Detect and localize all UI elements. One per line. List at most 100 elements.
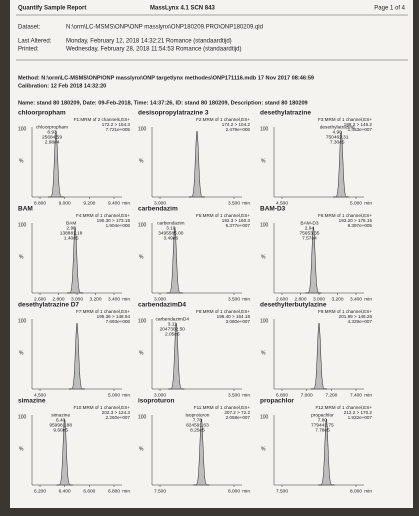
peak-label: 779442.75 [311,422,334,428]
trace-info: F1:MRM of 2 channels,ES+ [74,117,131,122]
x-tick-label: 3.000 [71,296,83,302]
y-axis-unit: % [139,158,144,164]
trace-info: 3.080e+007 [226,319,251,324]
panel-title: BAM [18,206,33,213]
trace-info: 7.693e+006 [106,319,131,324]
trace-info: 190.30 > 173.15 [97,218,131,223]
peak-label: 2.98e4 [45,139,60,145]
report-title: Quantify Sample Report [18,6,86,12]
peak-label: 6.40 [56,417,66,423]
trace-info: 1.904e+006 [106,223,131,228]
peak-label: 8.93 [47,129,57,135]
x-tick-label: 7.500 [154,488,166,494]
panel-title: chloorpropham [18,110,66,117]
method: Method: N:\orm\LC-MSMS\ONP\ONP masslynx\… [18,75,314,81]
peak [67,226,84,294]
x-axis-unit: min [122,488,130,494]
trace-info: 172.2 > 154.3 [102,122,131,127]
peak-label: 75653.35 [299,230,319,236]
peak-label: 4.90 [333,129,343,135]
peak [166,226,183,294]
peak-label: 138881.18 [60,230,83,236]
info-value: Monday, February 12, 2018 14:32:21 Roman… [66,39,232,45]
trace-info: 2.058e+007 [226,415,251,420]
peak-label: 7.78e5 [315,427,330,433]
peak-label: 7.78 [193,417,203,423]
software: MassLynx 4.1 SCN 843 [150,6,215,12]
y-axis-unit: % [19,446,24,452]
peak-label: 2.05e6 [165,331,180,337]
trace-info: F9:MRM of 1 channel,ES+ [318,309,372,314]
x-tick-label: 3.400 [108,296,120,302]
peak [318,418,335,486]
peak [193,418,210,486]
y-axis-unit: % [19,350,24,356]
trace-info: 174.2 > 104.2 [222,122,251,127]
peak-label: 959981.88 [49,422,72,428]
peak-label: 25684.59 [42,134,62,140]
y-axis-top: 100 [260,222,269,228]
trace-info: 195.36 > 148.94 [97,314,131,319]
page-number: Page 1 of 4 [374,6,405,12]
x-tick-label: 3.200 [331,296,343,302]
x-tick-label: 3.500 [228,392,240,398]
peak-label: 3.49e6 [163,235,178,241]
peak-label: 1.40e5 [64,235,79,241]
y-axis-top: 100 [18,126,27,132]
x-tick-label: 6.200 [34,488,46,494]
info-value: N:\orm\LC-MSMS\ONP\ONP masslynx\ONP18020… [66,25,263,31]
peak [305,226,322,294]
peak-label: 9.60e5 [53,427,68,433]
x-axis-unit: min [122,392,130,398]
info-key: Dataset: [18,25,41,31]
y-axis-top: 100 [138,126,147,132]
x-tick-label: 3.000 [154,296,166,302]
trace-info: F6:MRM of 1 channel,ES+ [318,213,372,218]
info-value: Wednesday, February 28, 2018 11:54:53 Ro… [66,47,241,53]
peak-label: carbendazimD4 [155,316,189,322]
x-tick-label: 5.000 [350,200,362,206]
trace-info: 207.2 > 72.2 [224,410,250,415]
peak-label: 3.11 [168,321,177,327]
x-tick-label: 3.400 [350,296,362,302]
x-axis-unit: min [122,296,130,302]
x-tick-label: 9.000 [59,200,71,206]
peak-label: 2.94 [305,225,315,231]
x-axis-unit: min [242,200,250,206]
x-tick-label: 8.000 [228,488,240,494]
sample-name: Name: stand 80 180209, Date: 09-Feb-2018… [18,100,308,106]
x-tick-label: 2.600 [276,296,288,302]
trace-info: 5.377e+007 [226,223,251,228]
y-axis-top: 100 [138,222,147,228]
x-tick-label: 2.800 [294,296,306,302]
peak [56,418,73,486]
x-tick-label: 6.800 [108,488,120,494]
info-key: Last Altered: [18,39,52,45]
peak-label: chloorpropham [36,124,68,130]
x-tick-label: 4.500 [34,392,46,398]
peak-label: carbendazim [157,220,184,226]
x-axis-unit: min [364,392,372,398]
peak-label: 3495585.00 [158,230,184,236]
x-axis-unit: min [364,488,372,494]
x-tick-label: 9.200 [83,200,95,206]
trace-info: 196.40 > 164.18 [217,314,251,319]
x-tick-label: 4.500 [276,200,288,206]
x-axis-unit: min [242,392,250,398]
x-tick-label: 7.000 [301,392,313,398]
peak-label: 824591.63 [186,422,209,428]
trace-info: F4:MRM of 1 channel,ES+ [76,213,130,218]
panel-title: desethylatrazine D7 [18,302,79,309]
peak [310,322,328,390]
x-axis-unit: min [242,296,250,302]
peak [68,322,86,390]
trace-info: 193.20 > 176.15 [339,218,373,223]
peak-label: 7.57e4 [302,235,317,241]
x-tick-label: 3.500 [228,296,240,302]
trace-info: 201.99 > 146.26 [339,314,373,319]
x-tick-label: 3.200 [89,296,101,302]
x-tick-label: 7.200 [325,392,337,398]
trace-info: F12:MRM of 1 channel,ES+ [315,405,372,410]
